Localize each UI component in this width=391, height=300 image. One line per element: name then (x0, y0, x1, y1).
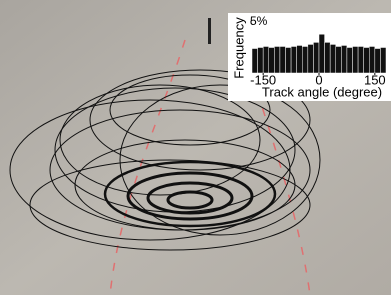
bar (369, 46, 375, 73)
bar (280, 46, 286, 73)
bar (297, 45, 303, 73)
bar (347, 48, 353, 74)
bar (252, 49, 258, 73)
bar (308, 44, 314, 73)
bar (336, 46, 342, 73)
bar (269, 48, 275, 74)
bar (319, 34, 325, 73)
bar (325, 42, 331, 73)
bar (364, 48, 370, 74)
bar (291, 46, 297, 73)
bar (341, 45, 347, 73)
bar (302, 46, 308, 73)
chart: Frequency Track angle (degree) 5%-150015… (0, 0, 391, 295)
bar (353, 46, 359, 73)
bar (375, 49, 381, 73)
bar (274, 46, 280, 73)
bar (380, 48, 386, 74)
bar (358, 46, 364, 73)
x-tick-label: 0 (315, 72, 322, 87)
bar (258, 48, 264, 74)
y-tick-label: 5% (250, 14, 268, 28)
bar (286, 48, 292, 74)
bar (313, 42, 319, 73)
bar (263, 46, 269, 73)
x-tick-label: -150 (250, 72, 276, 87)
post (208, 18, 211, 44)
x-tick-label: 150 (364, 72, 386, 87)
y-axis-label: Frequency (231, 17, 246, 79)
bar (330, 44, 336, 73)
